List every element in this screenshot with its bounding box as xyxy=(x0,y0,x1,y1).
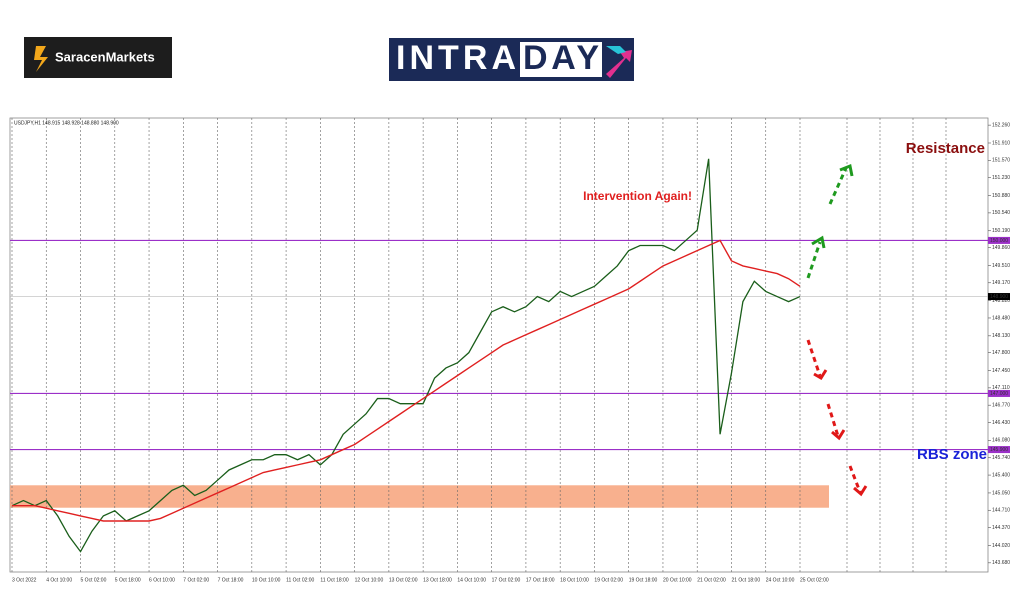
y-tick-label: 149.860 xyxy=(992,245,1010,251)
arrow-head xyxy=(813,369,828,381)
arrow-head xyxy=(839,163,854,177)
arrow-up xyxy=(828,167,848,205)
y-tick-label: 147.450 xyxy=(992,368,1010,374)
x-tick-label: 3 Oct 2022 xyxy=(12,577,37,583)
y-tick-label: 148.820 xyxy=(992,298,1010,304)
level-label: 147.000 xyxy=(990,391,1008,397)
y-tick-label: 151.910 xyxy=(992,140,1010,146)
x-tick-label: 19 Oct 18:00 xyxy=(629,577,658,583)
x-tick-label: 13 Oct 18:00 xyxy=(423,577,452,583)
brand-icon xyxy=(34,46,48,72)
annotation: Intervention Again! xyxy=(583,189,692,203)
y-tick-label: 145.400 xyxy=(992,472,1010,478)
x-tick-label: 6 Oct 10:00 xyxy=(149,577,175,583)
y-tick-label: 146.770 xyxy=(992,403,1010,409)
x-tick-label: 24 Oct 10:00 xyxy=(766,577,795,583)
level-tag xyxy=(988,236,1010,244)
arrow-down xyxy=(848,465,862,493)
y-tick-label: 148.130 xyxy=(992,333,1010,339)
x-tick-label: 7 Oct 18:00 xyxy=(218,577,244,583)
banner-arrow xyxy=(606,50,632,78)
arrow-down xyxy=(826,403,840,437)
price-tag xyxy=(988,293,1010,301)
level-tag xyxy=(988,389,1010,397)
arrow-head xyxy=(853,485,868,497)
y-tick-label: 148.480 xyxy=(992,315,1010,321)
annotation: RBS zone xyxy=(917,446,987,463)
x-tick-label: 21 Oct 02:00 xyxy=(697,577,726,583)
level-label: 150.000 xyxy=(990,238,1008,244)
plot: 143.680 144.020 144.370 144.710 145.050 145.4… xyxy=(10,118,1010,583)
brand-name: SaracenMarkets xyxy=(55,49,155,64)
y-tick-label: 150.190 xyxy=(992,228,1010,234)
y-tick-label: 152.260 xyxy=(992,122,1010,128)
instrument-info: USDJPY,H1 148.915 148.928 148.880 148.90… xyxy=(14,120,119,126)
y-tick-label: 146.080 xyxy=(992,438,1010,444)
plot-frame xyxy=(9,117,989,573)
x-tick-label: 17 Oct 18:00 xyxy=(526,577,555,583)
annotation: Resistance xyxy=(906,140,985,157)
y-tick-label: 145.050 xyxy=(992,490,1010,496)
arrow-head xyxy=(811,235,826,249)
x-tick-label: 13 Oct 02:00 xyxy=(389,577,418,583)
brand-logo xyxy=(24,37,172,78)
y-tick-label: 149.170 xyxy=(992,280,1010,286)
banner-box xyxy=(520,42,602,77)
y-tick-label: 146.430 xyxy=(992,420,1010,426)
arrow-down xyxy=(806,339,822,377)
x-tick-label: 21 Oct 18:00 xyxy=(731,577,760,583)
arrow-up xyxy=(806,241,822,279)
x-tick-label: 14 Oct 10:00 xyxy=(457,577,486,583)
x-tick-label: 4 Oct 10:00 xyxy=(46,577,72,583)
level-label: 145.900 xyxy=(990,447,1008,453)
y-tick-label: 144.370 xyxy=(992,525,1010,531)
banner-text: INTRA xyxy=(396,39,516,77)
forecast-arrows xyxy=(806,163,868,497)
y-tick-label: 151.570 xyxy=(992,158,1010,164)
price-label: 148.900 xyxy=(990,294,1008,300)
x-tick-label: 18 Oct 10:00 xyxy=(560,577,589,583)
level-tag xyxy=(988,446,1010,454)
y-tick-label: 143.680 xyxy=(992,560,1010,566)
y-tick-label: 149.510 xyxy=(992,263,1010,269)
support-zone xyxy=(10,485,829,508)
y-tick-label: 151.230 xyxy=(992,175,1010,181)
moving-average xyxy=(12,239,801,522)
x-tick-label: 12 Oct 10:00 xyxy=(355,577,384,583)
banner-arrow xyxy=(606,46,626,54)
y-tick-label: 145.740 xyxy=(992,455,1010,461)
arrow-head xyxy=(831,429,846,441)
x-tick-label: 11 Oct 18:00 xyxy=(320,577,348,583)
x-tick-label: 25 Oct 02:00 xyxy=(800,577,829,583)
x-tick-label: 20 Oct 10:00 xyxy=(663,577,692,583)
y-tick-label: 150.880 xyxy=(992,193,1010,199)
x-tick-label: 7 Oct 02:00 xyxy=(183,577,209,583)
y-tick-label: 144.020 xyxy=(992,543,1010,549)
x-tick-label: 10 Oct 10:00 xyxy=(252,577,281,583)
x-tick-label: 5 Oct 18:00 xyxy=(115,577,141,583)
y-tick-label: 144.710 xyxy=(992,508,1010,514)
x-tick-label: 19 Oct 02:00 xyxy=(594,577,623,583)
x-tick-label: 5 Oct 02:00 xyxy=(81,577,107,583)
x-tick-label: 11 Oct 02:00 xyxy=(286,577,314,583)
y-tick-label: 147.110 xyxy=(992,385,1010,391)
price-line xyxy=(11,158,801,553)
y-tick-label: 147.800 xyxy=(992,350,1010,356)
x-tick-label: 17 Oct 02:00 xyxy=(492,577,521,583)
banner-text: DAY xyxy=(523,39,599,77)
y-tick-label: 150.540 xyxy=(992,210,1010,216)
